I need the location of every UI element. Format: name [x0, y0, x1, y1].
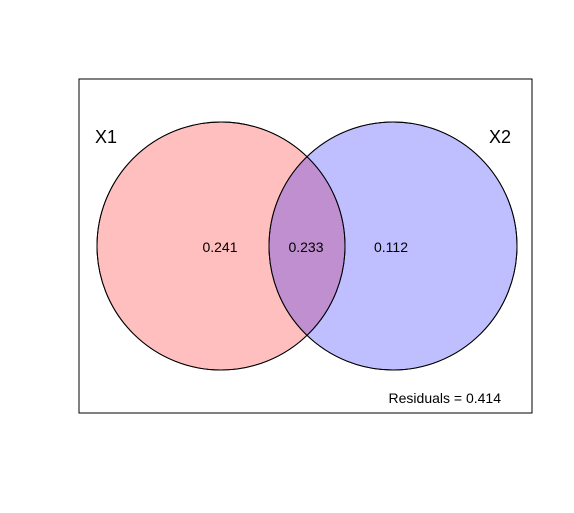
residuals-label: Residuals = 0.414 — [389, 390, 502, 406]
set-outline-x1 — [96, 121, 346, 371]
region-value-intersection: 0.233 — [288, 239, 323, 255]
region-value-x1-only: 0.241 — [202, 239, 237, 255]
region-value-x2-only: 0.112 — [374, 239, 408, 255]
set-label-x2: X2 — [489, 127, 511, 147]
plot-frame — [78, 78, 533, 414]
set-label-x1: X1 — [95, 127, 117, 147]
set-outline-x2 — [268, 121, 518, 371]
